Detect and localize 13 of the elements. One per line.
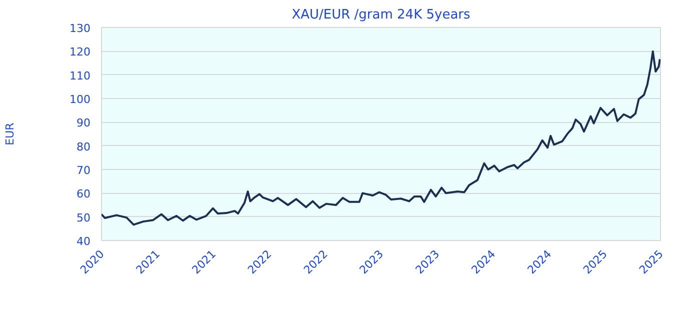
y-tick-label: 60 xyxy=(76,188,91,201)
chart-title: XAU/EUR /gram 24K 5years xyxy=(292,8,471,22)
y-tick-label: 100 xyxy=(70,93,91,106)
y-tick-label: 70 xyxy=(76,164,91,177)
y-tick-label: 110 xyxy=(70,69,91,82)
line-series xyxy=(102,50,660,226)
y-tick-label: 50 xyxy=(76,211,91,224)
y-axis-title: EUR xyxy=(4,122,17,146)
y-tick-label: 40 xyxy=(76,235,91,248)
y-tick-label: 80 xyxy=(76,140,91,154)
y-tick-label: 90 xyxy=(76,116,91,130)
y-tick-label: 120 xyxy=(70,46,91,59)
y-tick-label: 130 xyxy=(70,22,91,35)
